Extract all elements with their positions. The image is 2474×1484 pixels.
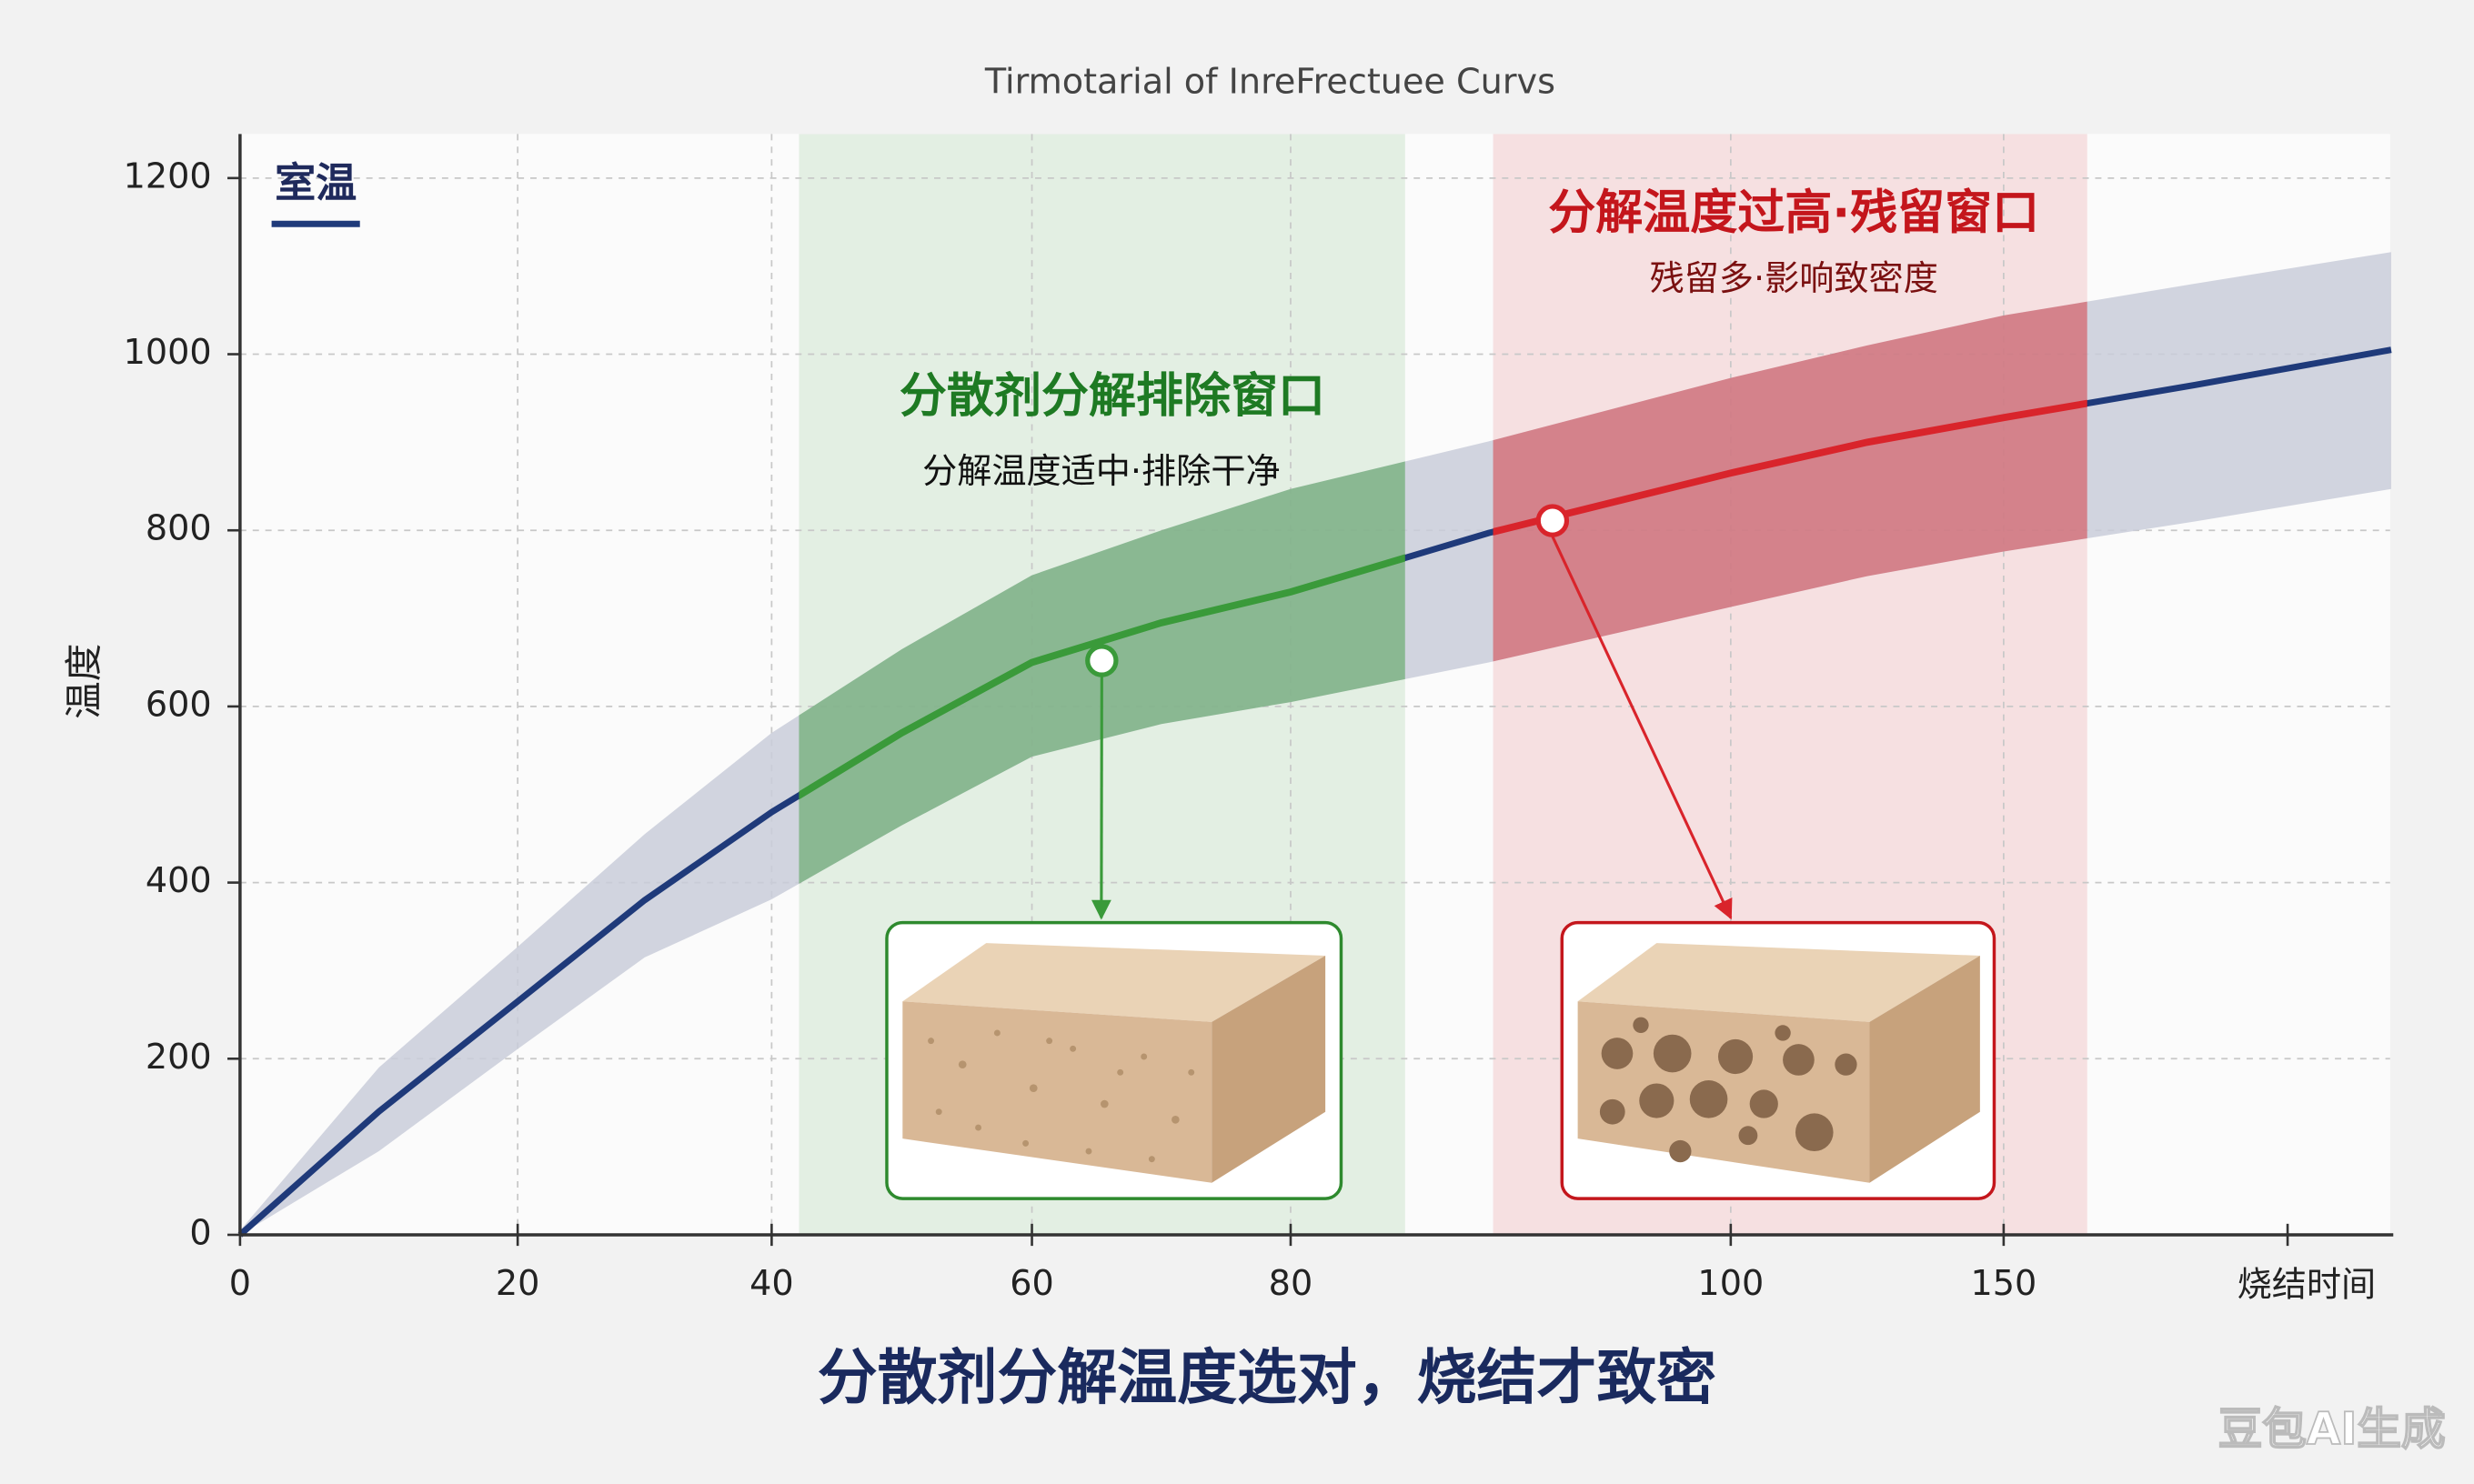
- callout-arrow: [1551, 536, 1733, 920]
- caption: 分散剂分解温度选对，烧结才致密: [818, 1342, 1716, 1412]
- y-tick-label: 800: [146, 508, 212, 548]
- window-title: 分散剂分解排除窗口: [900, 369, 1325, 424]
- y-tick-label: 1000: [124, 332, 212, 372]
- chart-title: Tirmotarial of InreFrectuee Curvs: [984, 61, 1555, 101]
- x-tick-label: 100: [1697, 1263, 1764, 1303]
- porous-brick-illustration: [1560, 920, 1996, 1200]
- x-tick-label: 80: [1269, 1263, 1313, 1303]
- band: [239, 252, 2391, 1235]
- marker: [1085, 644, 1119, 677]
- y-tick-label: 400: [146, 860, 212, 900]
- x-tick-label: 60: [1010, 1263, 1054, 1303]
- x-tick-label: 20: [496, 1263, 540, 1303]
- y-tick-label: 200: [146, 1037, 212, 1077]
- y-tick-label: 1200: [124, 155, 212, 196]
- y-axis-label: 温度: [62, 644, 106, 719]
- legend-label: 室温: [275, 159, 357, 207]
- y-tick-label: 600: [146, 684, 212, 724]
- x-axis-label: 烧结时间: [2238, 1265, 2377, 1305]
- curve-highlight: [799, 554, 1405, 800]
- dense-brick-illustration: [885, 920, 1343, 1200]
- x-tick-label: 40: [749, 1263, 794, 1303]
- band-highlight: [1493, 301, 2087, 662]
- x-tick-label: 150: [1970, 1263, 2037, 1303]
- marker: [1535, 504, 1570, 537]
- x-tick-label: 0: [229, 1263, 251, 1303]
- window-title: 分解温度过高·残留窗口: [1548, 186, 2039, 241]
- y-tick-label: 0: [189, 1212, 211, 1252]
- window-subtitle: 分解温度适中·排除干净: [922, 451, 1281, 491]
- curve-highlight: [1493, 399, 2087, 536]
- window-subtitle: 残留多·影响致密度: [1650, 258, 1938, 298]
- watermark: 豆包AI生成: [2218, 1404, 2446, 1455]
